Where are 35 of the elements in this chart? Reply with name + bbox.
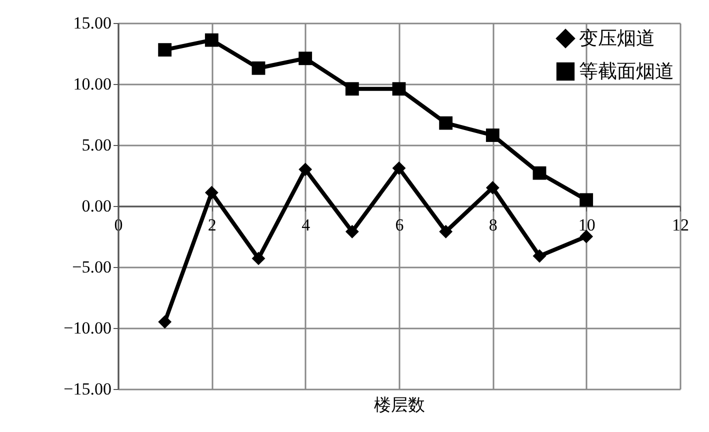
y-tick-label: −15.00 <box>64 380 112 398</box>
x-tick-label: 8 <box>488 216 498 234</box>
y-tick-label: 0.00 <box>82 196 112 216</box>
point <box>439 116 453 130</box>
point <box>486 180 500 194</box>
point <box>345 224 359 238</box>
point <box>532 249 546 263</box>
x-axis-title: 楼层数 <box>374 396 425 414</box>
point <box>486 128 500 142</box>
point <box>345 82 359 96</box>
point <box>439 224 453 238</box>
y-tick-label: −5.00 <box>72 258 112 276</box>
point <box>392 161 406 175</box>
x-tick-label: 4 <box>302 216 311 234</box>
y-tick-label: −10.00 <box>64 318 112 338</box>
y-tick-label: 10.00 <box>73 74 112 94</box>
point <box>532 166 546 180</box>
point <box>298 52 312 66</box>
y-tick-label: 15.00 <box>73 14 112 32</box>
point <box>298 162 312 176</box>
legend-label: 等截面烟道 <box>579 62 674 82</box>
x-tick-label: 10 <box>578 216 596 234</box>
point <box>252 252 266 266</box>
point <box>392 82 406 96</box>
point <box>158 315 172 329</box>
point <box>580 193 594 207</box>
x-tick-label: 6 <box>395 216 404 234</box>
point <box>204 33 218 47</box>
legend-label: 变压烟道 <box>579 28 655 50</box>
point <box>204 186 218 200</box>
point <box>252 61 266 75</box>
x-tick-label: 12 <box>672 216 689 234</box>
point <box>158 43 172 57</box>
x-tick-label: 2 <box>208 216 216 234</box>
y-tick-label: 5.00 <box>82 136 112 154</box>
